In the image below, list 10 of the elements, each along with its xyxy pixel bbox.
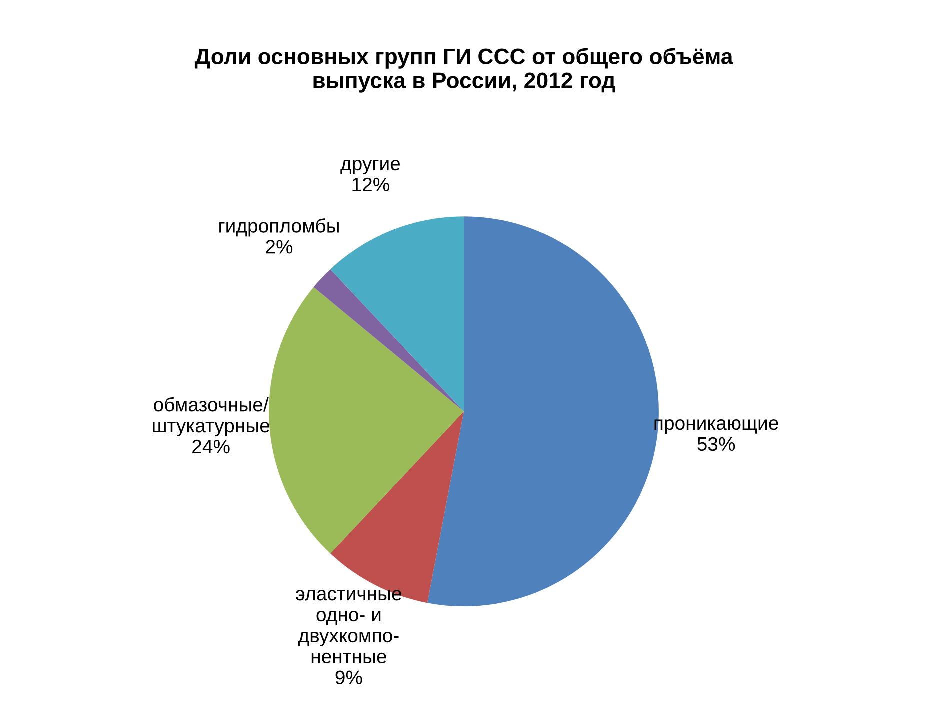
slice-label: эластичные одно- и двухкомпо- нентные [296,590,402,664]
data-label: 2% [266,240,293,254]
data-label: 24% [192,440,230,454]
slice-label: обмазочные/ штукатурные [153,397,270,437]
chart-title: Доли основных групп ГИ ССС от общего объёма выпуска в России, 2012 год [194,48,734,93]
data-label: 53% [698,437,736,452]
data-label: 9% [336,670,362,684]
slice-label: другие [340,160,400,175]
data-label: 12% [352,178,390,192]
slice-label: гидропломбы [220,218,339,237]
